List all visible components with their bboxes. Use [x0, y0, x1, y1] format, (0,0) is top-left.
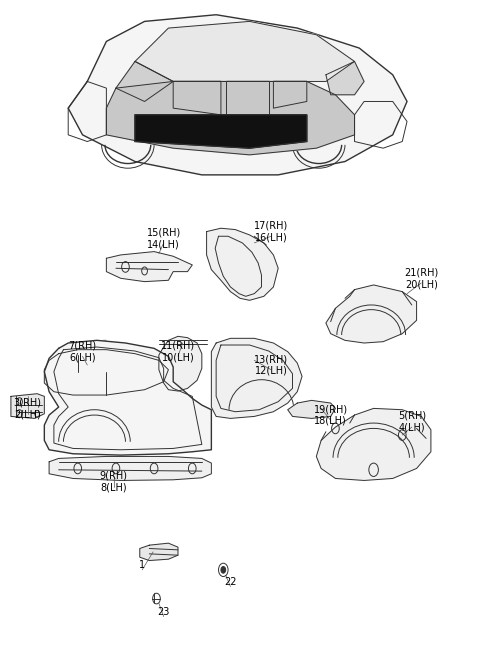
Polygon shape: [116, 62, 173, 101]
Polygon shape: [288, 401, 336, 418]
Polygon shape: [107, 252, 192, 281]
Polygon shape: [140, 543, 178, 561]
Polygon shape: [11, 394, 44, 418]
Polygon shape: [159, 336, 202, 391]
Text: 22: 22: [224, 577, 237, 587]
Polygon shape: [68, 15, 407, 175]
Text: 19(RH)
18(LH): 19(RH) 18(LH): [313, 404, 348, 426]
Text: 3(RH)
2(LH): 3(RH) 2(LH): [13, 397, 42, 419]
Text: 15(RH)
14(LH): 15(RH) 14(LH): [146, 227, 181, 249]
Polygon shape: [44, 340, 211, 455]
Polygon shape: [211, 338, 302, 418]
Text: 13(RH)
12(LH): 13(RH) 12(LH): [254, 354, 288, 376]
Polygon shape: [326, 285, 417, 343]
Text: 9(RH)
8(LH): 9(RH) 8(LH): [99, 471, 128, 492]
Polygon shape: [49, 456, 211, 480]
Polygon shape: [316, 409, 431, 480]
Text: 23: 23: [157, 607, 170, 617]
Text: 21(RH)
20(LH): 21(RH) 20(LH): [404, 267, 438, 289]
Polygon shape: [326, 62, 364, 94]
Circle shape: [221, 567, 226, 574]
Text: 5(RH)
4(LH): 5(RH) 4(LH): [398, 411, 426, 433]
Polygon shape: [107, 82, 355, 155]
Text: 7(RH)
6(LH): 7(RH) 6(LH): [69, 341, 96, 362]
Text: 11(RH)
10(LH): 11(RH) 10(LH): [161, 341, 195, 362]
Polygon shape: [206, 228, 278, 300]
Polygon shape: [274, 82, 307, 108]
Text: 1: 1: [139, 560, 145, 570]
Polygon shape: [44, 350, 168, 395]
Text: 17(RH)
16(LH): 17(RH) 16(LH): [254, 221, 288, 243]
Polygon shape: [173, 82, 221, 115]
Polygon shape: [135, 115, 307, 148]
Polygon shape: [135, 21, 355, 82]
Polygon shape: [226, 82, 269, 115]
